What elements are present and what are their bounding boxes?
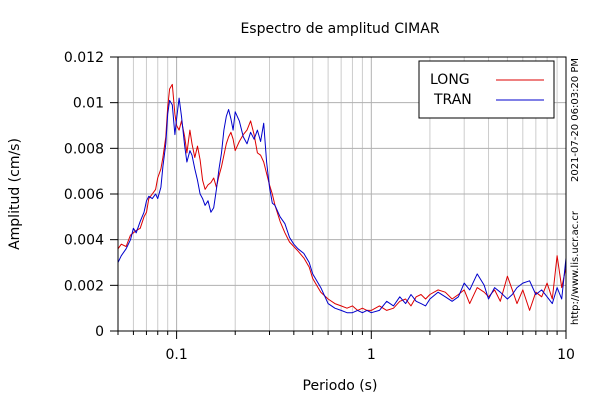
axis-tick-labels: 0 0.002 0.004 0.006 0.008 0.01 0.012 0.1 1 10 xyxy=(64,50,575,363)
chart-title: Espectro de amplitud CIMAR xyxy=(240,21,439,37)
axis-ticks xyxy=(110,56,567,339)
y-tick-label: 0.008 xyxy=(64,141,104,157)
y-tick-label: 0 xyxy=(95,324,104,340)
y-tick-label: 0.012 xyxy=(64,50,104,66)
series-layer xyxy=(117,83,567,314)
legend-box xyxy=(418,60,555,119)
legend-label-long: LONG xyxy=(430,72,470,88)
y-tick-label: 0.006 xyxy=(64,187,104,203)
legend-label-tran: TRAN xyxy=(433,92,472,108)
x-tick-label: 10 xyxy=(557,347,575,363)
grid-lines xyxy=(117,56,567,332)
y-tick-label: 0.004 xyxy=(64,233,104,249)
x-tick-label: 0.1 xyxy=(165,347,187,363)
y-axis-label: Amplitud (cm/s) xyxy=(7,138,23,250)
y-tick-label: 0.002 xyxy=(64,278,104,294)
website-label: http://www.lis.ucr.ac.cr xyxy=(570,210,581,325)
x-tick-label: 1 xyxy=(367,347,376,363)
y-tick-label: 0.01 xyxy=(73,96,104,112)
legend: LONG TRAN xyxy=(418,60,555,119)
x-axis-label: Periodo (s) xyxy=(303,378,378,394)
timestamp-label: 2021-07-20 06:03:20 PM xyxy=(570,58,581,182)
series-line-tran xyxy=(117,97,567,314)
